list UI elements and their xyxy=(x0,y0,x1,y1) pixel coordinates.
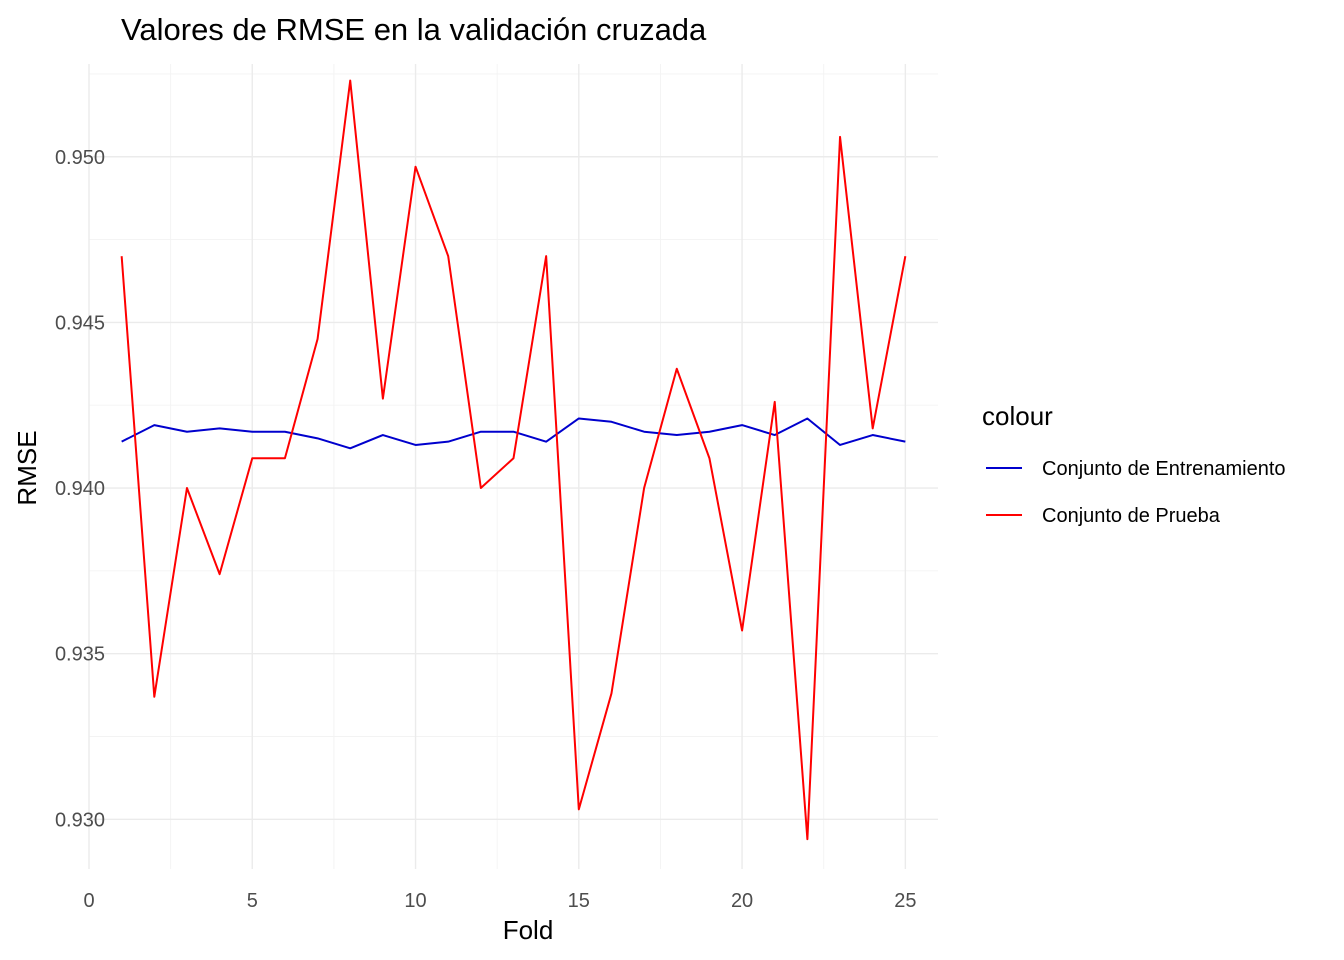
x-tick-label: 15 xyxy=(568,890,590,912)
x-axis-ticks: 0 5 10 15 20 25 xyxy=(83,890,916,912)
x-tick-label: 0 xyxy=(83,890,94,912)
x-axis-title: Fold xyxy=(503,915,554,945)
legend-title: colour xyxy=(982,401,1053,431)
series-line xyxy=(121,417,906,450)
x-tick-label: 5 xyxy=(247,890,258,912)
y-tick-label: 0.940 xyxy=(55,478,105,500)
y-axis-ticks: 0.930 0.935 0.940 0.945 0.950 xyxy=(55,147,105,832)
legend-label: Conjunto de Prueba xyxy=(1042,505,1221,527)
y-tick-label: 0.950 xyxy=(55,147,105,169)
legend-label: Conjunto de Entrenamiento xyxy=(1042,458,1286,480)
x-tick-label: 10 xyxy=(404,890,426,912)
chart-title: Valores de RMSE en la validación cruzada xyxy=(121,12,707,47)
plot-grid xyxy=(88,64,938,869)
legend-items: Conjunto de Entrenamiento Conjunto de Pru… xyxy=(986,458,1286,527)
y-axis-title: RMSE xyxy=(12,430,42,505)
legend: colour Conjunto de EntrenamientoConjunto… xyxy=(982,401,1286,527)
series-line xyxy=(120,79,907,841)
x-tick-label: 25 xyxy=(894,890,916,912)
x-tick-label: 20 xyxy=(731,890,753,912)
y-tick-label: 0.935 xyxy=(55,644,105,666)
series-lines xyxy=(120,79,907,841)
y-tick-label: 0.930 xyxy=(55,809,105,831)
y-tick-label: 0.945 xyxy=(55,312,105,334)
